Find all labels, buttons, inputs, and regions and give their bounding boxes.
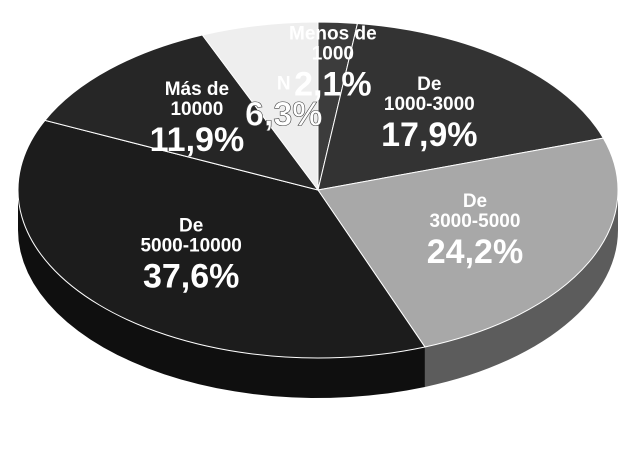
value-label: 17,9% — [381, 116, 477, 154]
category-label: De 1000-3000 — [384, 74, 475, 115]
slice-side — [424, 190, 618, 387]
slice — [317, 22, 605, 191]
category-label: Menos de 1000 — [289, 23, 377, 64]
slice — [201, 21, 319, 192]
category-label: De 3000-5000 — [430, 191, 521, 232]
category-label: Más de 10000 — [165, 79, 229, 120]
slice-label: N6,3% — [245, 73, 323, 133]
slice-side — [18, 190, 425, 398]
value-label: 2,1% — [294, 65, 372, 103]
slice — [317, 137, 619, 348]
slice — [44, 34, 320, 191]
category-label: De 5000-10000 — [140, 216, 241, 257]
value-label: 6,3% — [245, 95, 323, 133]
value-label: 24,2% — [427, 233, 523, 271]
value-label: 11,9% — [150, 121, 245, 159]
category-label: N — [277, 73, 291, 94]
value-label: 37,6% — [143, 258, 239, 296]
slice — [17, 119, 426, 359]
